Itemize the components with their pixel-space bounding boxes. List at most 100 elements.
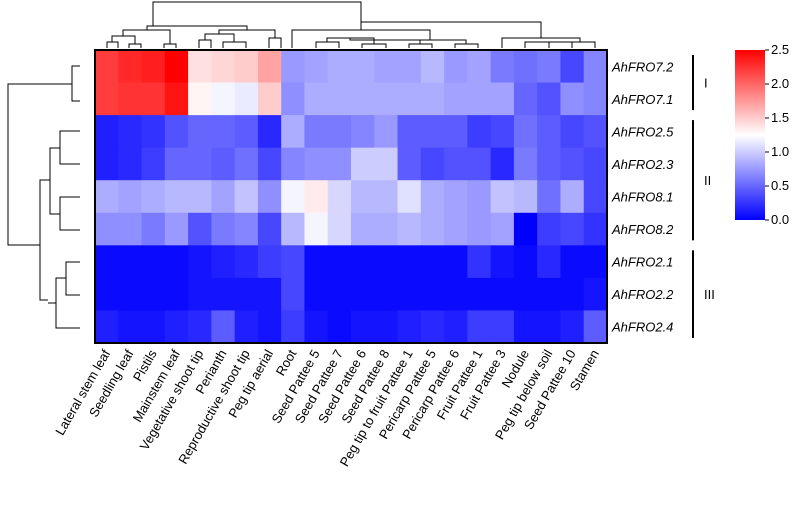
cell — [281, 115, 306, 149]
cell — [164, 277, 189, 312]
cell — [537, 212, 562, 246]
cell — [444, 50, 468, 84]
cell — [351, 147, 375, 181]
cell — [583, 147, 608, 181]
cell — [118, 245, 143, 279]
cell — [537, 245, 562, 279]
cell — [467, 115, 492, 149]
cell — [141, 212, 166, 246]
cell — [583, 310, 608, 344]
cell — [95, 50, 119, 84]
cell — [141, 147, 166, 181]
cell — [513, 310, 538, 344]
row-label: AhFRO2.5 — [611, 124, 674, 139]
cell — [188, 115, 212, 149]
cell — [397, 147, 422, 181]
cell — [397, 212, 422, 246]
cell — [583, 50, 608, 84]
cell — [188, 50, 212, 84]
cell — [560, 277, 585, 312]
cell — [513, 245, 538, 279]
cell — [327, 277, 352, 312]
cell — [583, 245, 608, 279]
cell — [211, 115, 236, 149]
cell — [513, 82, 538, 116]
cell — [304, 310, 329, 344]
cell — [467, 212, 492, 246]
cell — [211, 50, 236, 84]
cell — [560, 147, 585, 181]
cell — [141, 245, 166, 279]
cell — [95, 277, 119, 312]
cell — [374, 180, 399, 214]
row-label: AhFRO2.3 — [611, 157, 674, 172]
row-label: AhFRO8.2 — [611, 222, 674, 237]
cell — [257, 147, 282, 181]
cell — [95, 82, 119, 116]
cell — [188, 180, 212, 214]
cell — [95, 115, 119, 149]
cell — [490, 310, 515, 344]
cell — [420, 115, 445, 149]
cell — [118, 147, 143, 181]
cell — [397, 310, 422, 344]
cell — [351, 115, 375, 149]
cell — [257, 82, 282, 116]
cell — [257, 50, 282, 84]
cell — [467, 277, 492, 312]
cell — [304, 147, 329, 181]
cell — [234, 277, 259, 312]
cell — [234, 115, 259, 149]
cell — [420, 310, 445, 344]
cell — [257, 277, 282, 312]
cell — [164, 212, 189, 246]
cell — [560, 212, 585, 246]
cell — [490, 277, 515, 312]
cell — [304, 277, 329, 312]
row-label: AhFRO8.1 — [611, 190, 673, 205]
cell — [583, 180, 608, 214]
cell — [397, 277, 422, 312]
cell — [141, 180, 166, 214]
cell — [188, 277, 212, 312]
cell — [374, 212, 399, 246]
cell — [513, 212, 538, 246]
heatmap-cells — [95, 50, 608, 344]
colorbar — [735, 50, 765, 220]
cell — [164, 82, 189, 116]
cell — [560, 245, 585, 279]
cell — [211, 147, 236, 181]
cell — [467, 180, 492, 214]
cell — [304, 245, 329, 279]
cell — [397, 82, 422, 116]
cell — [583, 277, 608, 312]
cell — [304, 212, 329, 246]
cell — [513, 277, 538, 312]
cell — [281, 50, 306, 84]
cell — [513, 50, 538, 84]
cell — [211, 277, 236, 312]
cell — [211, 82, 236, 116]
cell — [560, 310, 585, 344]
group-label: III — [704, 287, 715, 302]
heatmap-frame — [94, 49, 608, 344]
cell — [234, 310, 259, 344]
cell — [420, 212, 445, 246]
cell — [490, 212, 515, 246]
cell — [490, 50, 515, 84]
cell — [351, 50, 375, 84]
cell — [234, 147, 259, 181]
cell — [141, 310, 166, 344]
row-label: AhFRO2.2 — [611, 287, 674, 302]
cell — [560, 82, 585, 116]
cell — [351, 212, 375, 246]
cell — [351, 82, 375, 116]
cell — [583, 82, 608, 116]
cell — [490, 147, 515, 181]
cell — [374, 82, 399, 116]
cell — [444, 147, 468, 181]
cell — [374, 147, 399, 181]
cell — [397, 50, 422, 84]
cell — [257, 180, 282, 214]
cell — [234, 180, 259, 214]
